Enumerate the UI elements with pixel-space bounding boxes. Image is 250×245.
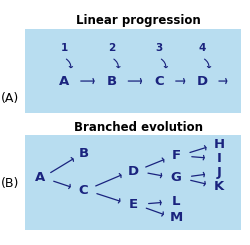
- Text: H: H: [213, 138, 224, 151]
- Text: E: E: [128, 198, 137, 211]
- Text: L: L: [171, 195, 180, 208]
- Text: I: I: [216, 152, 221, 165]
- Text: C: C: [154, 74, 163, 87]
- Text: D: D: [127, 165, 138, 178]
- Text: 1: 1: [60, 43, 67, 53]
- Text: A: A: [58, 74, 69, 87]
- Text: 2: 2: [108, 43, 114, 53]
- Text: B: B: [106, 74, 116, 87]
- Text: K: K: [214, 180, 224, 193]
- Text: (A): (A): [1, 91, 19, 105]
- Text: 3: 3: [155, 43, 162, 53]
- Text: A: A: [35, 171, 45, 184]
- Text: Branched evolution: Branched evolution: [73, 121, 202, 134]
- Text: C: C: [78, 184, 88, 197]
- Text: M: M: [169, 211, 182, 224]
- Text: (B): (B): [1, 177, 19, 190]
- Text: 4: 4: [198, 43, 205, 53]
- Text: B: B: [78, 147, 88, 160]
- FancyBboxPatch shape: [18, 132, 246, 233]
- Text: D: D: [196, 74, 207, 87]
- Text: G: G: [170, 171, 181, 184]
- Text: J: J: [216, 166, 221, 180]
- FancyBboxPatch shape: [18, 27, 246, 115]
- Text: Linear progression: Linear progression: [75, 14, 200, 27]
- Text: F: F: [171, 149, 180, 162]
